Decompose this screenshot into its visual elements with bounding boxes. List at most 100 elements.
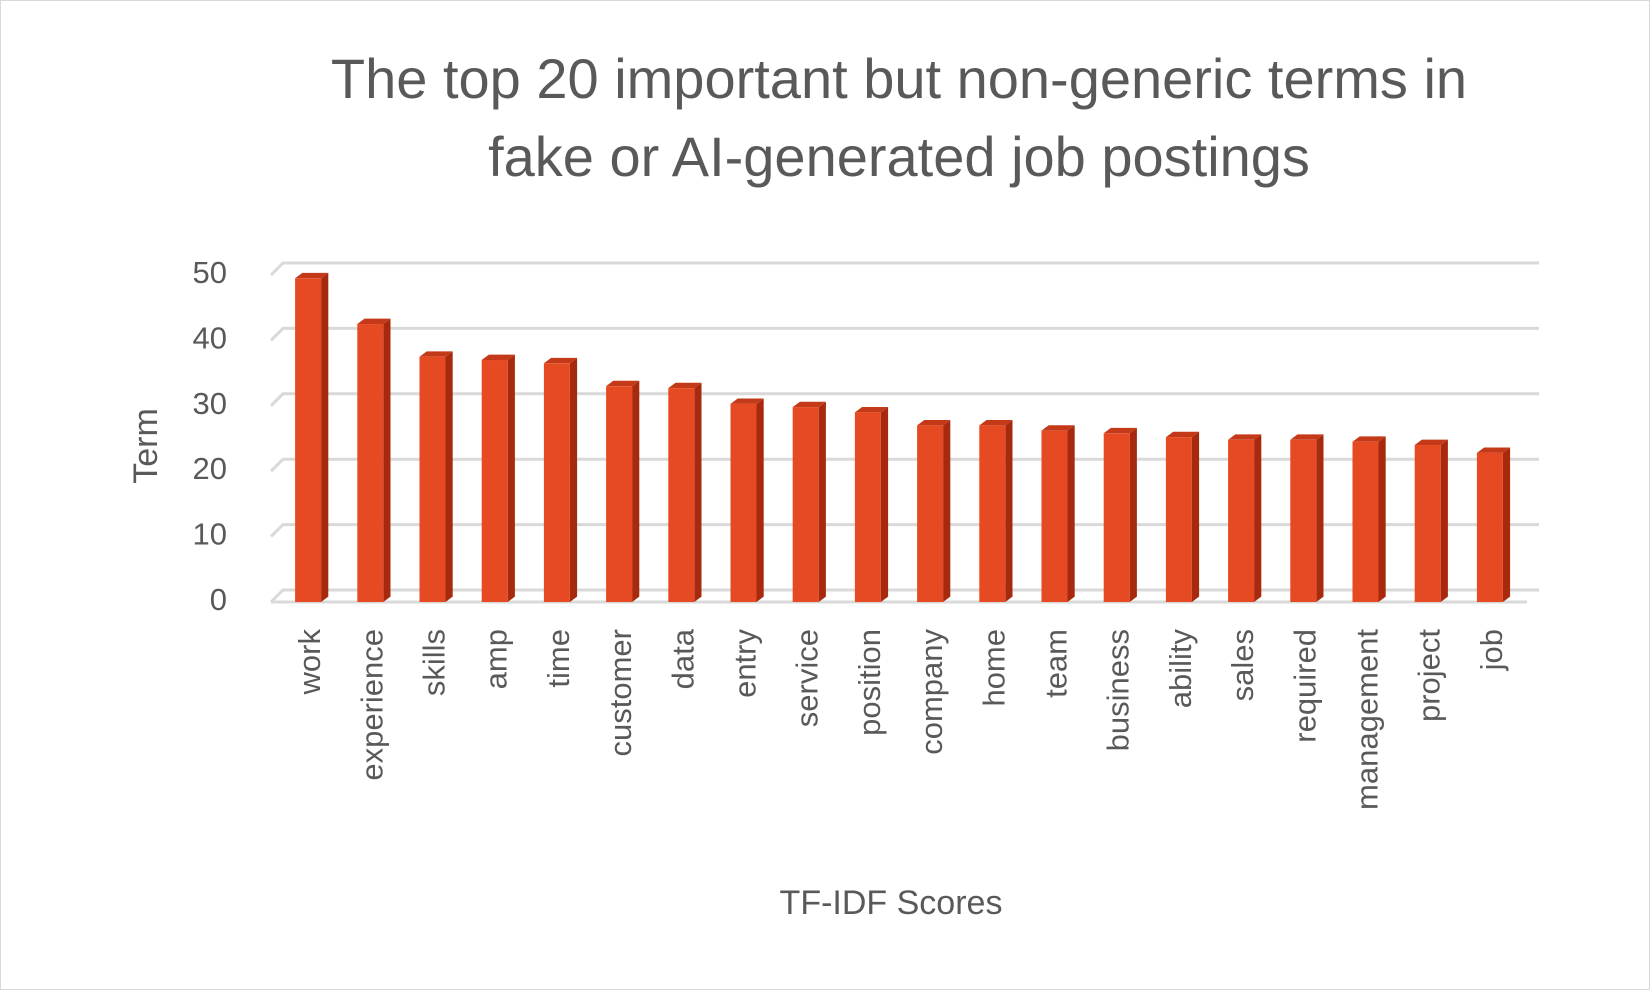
bar-top <box>543 357 578 364</box>
bar-top <box>1476 447 1511 453</box>
bar-front <box>606 386 633 602</box>
x-category-label: company <box>914 629 949 755</box>
bar-front <box>854 412 881 602</box>
bar-top <box>668 382 702 389</box>
x-category-label: service <box>790 629 825 727</box>
x-category-label: ability <box>1163 629 1198 709</box>
gridline <box>269 392 1539 407</box>
bar-side <box>1378 436 1386 602</box>
bar <box>1290 434 1324 602</box>
bar-side <box>1316 434 1324 602</box>
bar-top <box>1041 425 1075 431</box>
bar-side <box>1502 447 1511 602</box>
bar <box>668 382 702 602</box>
x-category-label: work <box>292 629 327 696</box>
gridline <box>269 261 1539 277</box>
y-axis-title: Term <box>127 408 165 484</box>
chart-title-line-1: The top 20 important but non-generic ter… <box>331 47 1467 110</box>
gridline <box>269 588 1539 604</box>
bar-top <box>357 318 391 325</box>
chart-title-line-2: fake or AI-generated job postings <box>488 125 1310 188</box>
x-category-label: amp <box>479 629 514 689</box>
y-tick-label: 20 <box>193 451 227 486</box>
bar-side <box>880 406 889 602</box>
bar-top <box>1414 439 1448 446</box>
bar-front <box>1228 439 1255 602</box>
x-category-label: job <box>1474 629 1509 671</box>
x-category-label: position <box>852 629 887 736</box>
bar <box>1103 427 1137 602</box>
bar-top <box>792 401 826 408</box>
y-tick-label: 0 <box>210 582 227 617</box>
bar-front <box>979 425 1006 602</box>
bar <box>295 272 329 602</box>
bar-side <box>818 401 826 602</box>
bar-side <box>694 382 702 602</box>
bar-side <box>1254 434 1262 602</box>
x-axis-title: TF-IDF Scores <box>780 884 1003 922</box>
bar-top <box>1165 431 1200 438</box>
x-category-label: time <box>541 629 576 688</box>
bar-front <box>1352 441 1379 602</box>
bar-front <box>1165 437 1192 602</box>
x-category-label: entry <box>728 629 763 698</box>
bar-top <box>1103 427 1137 434</box>
bar-side <box>1440 439 1448 602</box>
bar <box>1165 431 1200 602</box>
bar <box>357 318 391 602</box>
x-category-label: team <box>1039 629 1074 698</box>
bar-top <box>419 351 453 357</box>
bar-front <box>295 278 322 602</box>
bar-front <box>481 360 508 602</box>
bar <box>917 420 951 602</box>
bar-front <box>357 324 384 602</box>
bar-side <box>507 354 515 602</box>
bar-top <box>481 354 515 361</box>
x-category-label: required <box>1287 629 1322 743</box>
x-category-label: business <box>1101 629 1136 751</box>
bar <box>1414 439 1448 602</box>
bar-front <box>419 356 446 602</box>
bar <box>419 351 453 602</box>
bar-top <box>1290 434 1324 440</box>
bar-top <box>1228 434 1262 440</box>
bar <box>1041 425 1075 602</box>
bar-front <box>543 363 570 602</box>
bar-front <box>1290 439 1317 602</box>
bar-top <box>606 380 640 387</box>
bar <box>606 380 640 602</box>
bar-top <box>917 420 951 426</box>
x-category-label: home <box>976 629 1011 707</box>
bar-side <box>1129 427 1137 602</box>
bar-front <box>1041 430 1068 602</box>
bar-front <box>1476 452 1503 602</box>
bar-top <box>295 272 329 279</box>
bar <box>1476 447 1511 602</box>
bar <box>1352 436 1386 602</box>
bar-side <box>1067 425 1075 602</box>
bar-front <box>1103 433 1130 602</box>
bars <box>295 272 1511 602</box>
bar-front <box>668 388 695 602</box>
x-category-label: experience <box>354 629 389 781</box>
x-category-label: customer <box>603 629 638 756</box>
gridlines <box>269 261 1539 604</box>
bar <box>543 357 578 602</box>
bar-side <box>632 380 640 602</box>
gridline <box>269 326 1539 342</box>
bar-top <box>854 406 889 413</box>
bar-side <box>1191 431 1200 602</box>
bar-front <box>792 407 819 602</box>
bar <box>979 420 1013 602</box>
bar-top <box>730 398 764 404</box>
x-category-label: skills <box>417 629 452 696</box>
y-tick-label: 30 <box>193 386 227 421</box>
bar <box>481 354 515 602</box>
bar <box>1228 434 1262 602</box>
bar-side <box>1005 420 1013 602</box>
y-tick-label: 50 <box>193 255 227 290</box>
x-axis-category-labels: work experience skills amp time customer data e… <box>292 628 1509 810</box>
bar <box>854 406 889 602</box>
bar <box>792 401 826 602</box>
